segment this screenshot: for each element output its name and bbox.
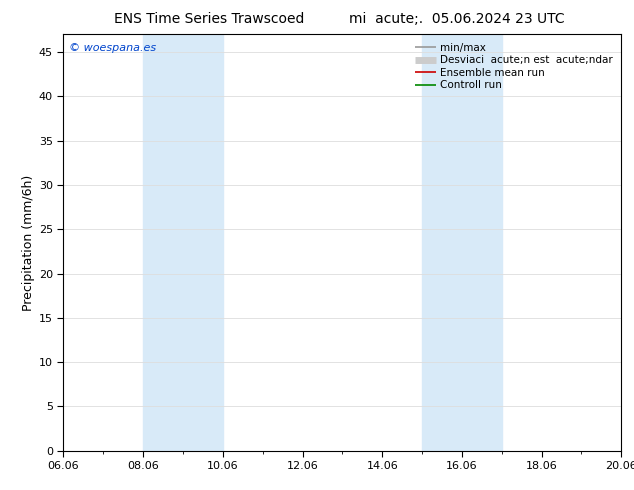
Text: ENS Time Series Trawscoed: ENS Time Series Trawscoed <box>114 12 304 26</box>
Bar <box>143 34 223 451</box>
Text: mi  acute;.  05.06.2024 23 UTC: mi acute;. 05.06.2024 23 UTC <box>349 12 564 26</box>
Bar <box>422 34 501 451</box>
Y-axis label: Precipitation (mm/6h): Precipitation (mm/6h) <box>22 174 35 311</box>
Legend: min/max, Desviaci  acute;n est  acute;ndar, Ensemble mean run, Controll run: min/max, Desviaci acute;n est acute;ndar… <box>412 40 616 94</box>
Text: © woespana.es: © woespana.es <box>69 43 156 52</box>
